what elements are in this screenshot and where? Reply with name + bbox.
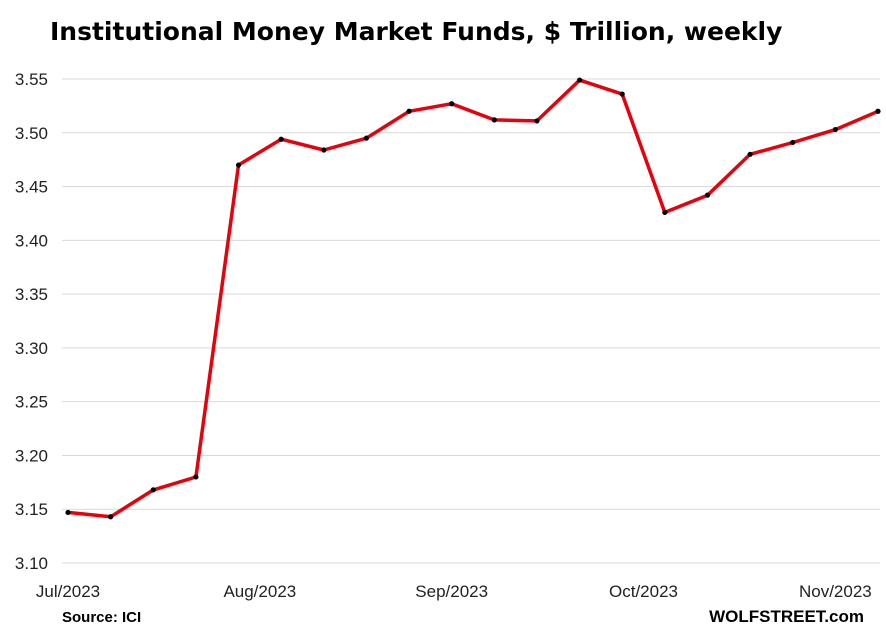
- y-tick-label: 3.40: [15, 231, 48, 250]
- data-point: [534, 118, 540, 124]
- y-tick-label: 3.45: [15, 178, 48, 197]
- data-point: [704, 192, 711, 198]
- data-point: [832, 126, 838, 133]
- x-axis-ticks: Jul/2023 Aug/2023 Sep/2023 Oct/2023 Nov/2023: [36, 582, 872, 601]
- y-tick-label: 3.15: [15, 500, 48, 519]
- data-point: [662, 209, 668, 215]
- data-point: [65, 509, 71, 516]
- x-tick-label: Aug/2023: [223, 582, 296, 601]
- x-tick-label: Nov/2023: [799, 582, 872, 601]
- data-point: [576, 77, 583, 83]
- y-tick-label: 3.50: [15, 124, 48, 143]
- data-point: [790, 139, 796, 146]
- series-layer: [66, 78, 880, 519]
- y-tick-label: 3.55: [15, 70, 48, 89]
- y-tick-label: 3.25: [15, 393, 48, 412]
- chart-title: Institutional Money Market Funds, $ Tril…: [50, 17, 782, 46]
- y-tick-label: 3.35: [15, 285, 48, 304]
- brand-label: WOLFSTREET.com: [709, 607, 864, 626]
- data-point: [619, 91, 625, 97]
- data-point: [406, 108, 412, 114]
- data-point: [278, 136, 284, 142]
- data-point: [363, 135, 370, 141]
- data-point: [150, 487, 156, 493]
- data-point: [321, 147, 327, 153]
- data-point: [193, 474, 199, 480]
- y-tick-label: 3.30: [15, 339, 48, 358]
- data-point: [747, 151, 753, 157]
- data-point: [235, 162, 242, 168]
- y-tick-label: 3.10: [15, 554, 48, 573]
- source-label: Source: ICI: [62, 609, 141, 626]
- y-axis-ticks: 3.10 3.15 3.20 3.25 3.30 3.35 3.40 3.45 3.50 3.55: [15, 70, 48, 573]
- x-tick-label: Sep/2023: [415, 582, 488, 601]
- data-point: [875, 108, 881, 114]
- data-point: [449, 101, 455, 107]
- data-point: [491, 117, 497, 123]
- x-tick-label: Oct/2023: [609, 582, 678, 601]
- x-tick-label: Jul/2023: [36, 582, 100, 601]
- marker-layer: [65, 77, 881, 520]
- series-line: [66, 78, 880, 519]
- y-tick-label: 3.20: [15, 446, 48, 465]
- data-point: [108, 514, 114, 520]
